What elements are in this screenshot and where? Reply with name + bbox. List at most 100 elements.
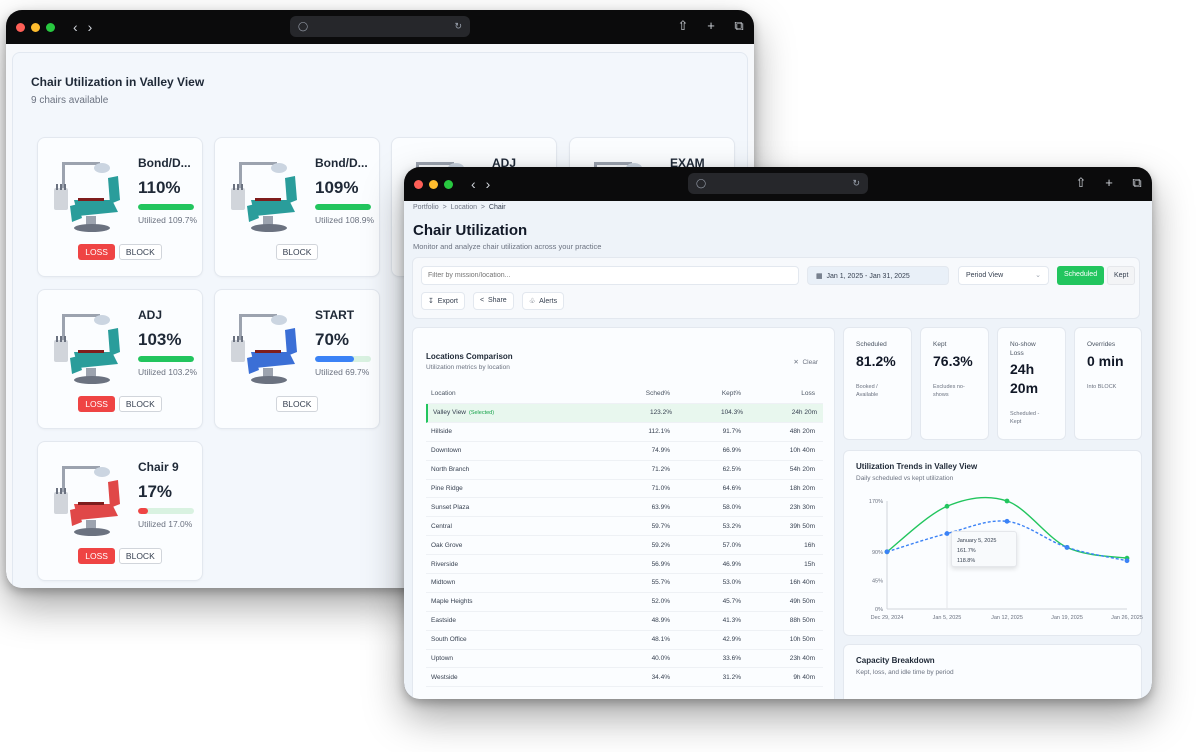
clear-button[interactable]: ✕ Clear: [793, 358, 818, 366]
period-view-select[interactable]: Period View ⌄: [958, 266, 1049, 285]
export-button[interactable]: ↧ Export: [421, 292, 465, 310]
block-button[interactable]: BLOCK: [118, 396, 162, 412]
cell-loss: 18h 20m: [789, 485, 815, 492]
tooltip-value-kept: 118.8%: [957, 558, 976, 564]
cell-location: Eastside: [426, 617, 606, 624]
address-bar[interactable]: ◯ ↻: [688, 173, 868, 194]
close-window-button[interactable]: [414, 179, 423, 189]
date-range-picker[interactable]: ▦ Jan 1, 2025 - Jan 31, 2025: [807, 266, 949, 285]
x-tick-label: Jan 26, 2025: [1111, 615, 1143, 621]
y-tick-label: 0%: [875, 607, 883, 613]
chair-card[interactable]: Bond/D... 109% Utilized 108.9% BLOCK: [214, 137, 380, 277]
col-header-sched[interactable]: Sched%: [645, 390, 670, 397]
cell-kept: 31.2%: [722, 673, 741, 681]
table-row[interactable]: Uptown 40.0% 33.6% 23h 40m: [426, 650, 823, 669]
tooltip-date: January 5, 2025: [957, 538, 997, 544]
block-button[interactable]: BLOCK: [275, 396, 319, 412]
window-controls: [414, 179, 453, 189]
col-header-loss[interactable]: Loss: [801, 390, 815, 397]
share-icon[interactable]: ⇧: [677, 18, 689, 33]
cell-loss: 16h 40m: [789, 579, 815, 587]
table-row[interactable]: Westside 34.4% 31.2% 9h 40m: [426, 668, 823, 688]
alerts-label: Alerts: [539, 298, 558, 305]
close-window-button[interactable]: [16, 22, 25, 32]
tabs-overview-icon[interactable]: ⧉: [1132, 175, 1142, 190]
minimize-window-button[interactable]: [429, 179, 438, 189]
table-row[interactable]: Riverside 56.9% 46.9% 15h: [426, 555, 823, 575]
new-tab-icon[interactable]: +: [707, 18, 715, 33]
new-tab-icon[interactable]: +: [1105, 175, 1113, 190]
table-row[interactable]: South Office 48.1% 42.9% 10h 50m: [426, 631, 823, 650]
utilization-trend-chart[interactable]: 0% 45% 90% 170% Dec 29, 2024 Jan 5, 2025 Jan 1…: [844, 489, 1143, 629]
zoom-window-button[interactable]: [444, 179, 453, 189]
mission-location-filter-input[interactable]: [421, 266, 799, 285]
forward-arrow-icon[interactable]: ›: [87, 19, 93, 35]
chair-card[interactable]: ADJ 103% Utilized 103.2% LOSS BLOCK: [37, 289, 203, 429]
breadcrumb-separator: >: [480, 204, 486, 211]
cell-location-name: Valley View: [433, 409, 466, 417]
back-arrow-icon[interactable]: ‹: [73, 19, 78, 35]
table-row[interactable]: Maple Heights 52.0% 45.7% 49h 50m: [426, 593, 823, 612]
y-tick-label: 45%: [872, 578, 883, 584]
block-button[interactable]: BLOCK: [118, 244, 162, 260]
cell-location: Hillside: [426, 428, 606, 435]
period-view-value: Period View: [966, 272, 1004, 279]
cell-kept: 53.2%: [722, 522, 741, 530]
table-row[interactable]: Central 59.7% 53.2% 39h 50m: [426, 517, 823, 537]
share-button[interactable]: < Share: [473, 292, 514, 310]
table-row[interactable]: Midtown 55.7% 53.0% 16h 40m: [426, 574, 823, 593]
table-row[interactable]: Valley View (Selected) 123.2% 104.3% 24h …: [426, 404, 823, 423]
cell-sched: 71.0%: [651, 485, 670, 492]
table-row[interactable]: Eastside 48.9% 41.3% 88h 50m: [426, 612, 823, 631]
chair-card[interactable]: Chair 9 17% Utilized 17.0% LOSS BLOCK: [37, 441, 203, 581]
block-button[interactable]: BLOCK: [275, 244, 319, 260]
alerts-button[interactable]: ♧ Alerts: [522, 292, 565, 310]
zoom-window-button[interactable]: [46, 22, 55, 32]
back-titlebar: ‹ › ◯ ↻ ⇧ + ⧉: [6, 10, 754, 44]
table-row[interactable]: Downtown 74.9% 66.9% 10h 40m: [426, 442, 823, 461]
locations-comparison-panel: Locations Comparison Utilization metrics…: [412, 327, 835, 699]
chair-card[interactable]: Bond/D... 110% Utilized 109.7% LOSS BLOC…: [37, 137, 203, 277]
breadcrumb-location[interactable]: Location: [450, 204, 478, 211]
table-row[interactable]: Pine Ridge 71.0% 64.6% 18h 20m: [426, 480, 823, 499]
loss-button[interactable]: LOSS: [78, 548, 115, 564]
table-row[interactable]: Sunset Plaza 63.9% 58.0% 23h 30m: [426, 498, 823, 518]
address-bar[interactable]: ◯ ↻: [290, 16, 470, 37]
minimize-window-button[interactable]: [31, 22, 40, 32]
tabs-overview-icon[interactable]: ⧉: [734, 18, 744, 33]
cell-location-name: Eastside: [431, 617, 456, 625]
table-row[interactable]: Hillside 112.1% 91.7% 48h 20m: [426, 423, 823, 442]
block-button[interactable]: BLOCK: [118, 548, 162, 564]
table-row[interactable]: Oak Grove 59.2% 57.0% 16h: [426, 536, 823, 556]
kpi-card: No-show Loss 24h 20m Scheduled - Kept: [997, 327, 1066, 440]
col-header-location[interactable]: Location: [431, 390, 456, 397]
forward-arrow-icon[interactable]: ›: [485, 176, 491, 192]
kpi-label: Scheduled: [856, 341, 887, 348]
breadcrumb-portfolio[interactable]: Portfolio: [413, 204, 439, 211]
back-arrow-icon[interactable]: ‹: [471, 176, 476, 192]
scheduled-toggle[interactable]: Scheduled: [1057, 266, 1105, 285]
cell-location: Valley View (Selected): [428, 409, 608, 416]
kpi-card: Kept 76.3% Excludes no-shows: [920, 327, 989, 440]
cell-sched: 55.7%: [651, 579, 670, 587]
dental-chair-image: [48, 154, 132, 238]
loss-button[interactable]: LOSS: [78, 244, 115, 260]
utilization-bar-fill: [138, 204, 194, 210]
reload-icon[interactable]: ↻: [852, 178, 860, 188]
chair-card[interactable]: START 70% Utilized 69.7% BLOCK: [214, 289, 380, 429]
chair-actions: BLOCK: [215, 396, 379, 412]
share-icon[interactable]: ⇧: [1075, 175, 1087, 190]
reload-icon[interactable]: ↻: [454, 21, 462, 31]
cell-sched: 63.9%: [651, 503, 670, 511]
loss-button[interactable]: LOSS: [78, 396, 115, 412]
x-tick-label: Jan 12, 2025: [991, 615, 1023, 621]
data-point: [1004, 498, 1010, 504]
kept-toggle[interactable]: Kept: [1107, 266, 1136, 285]
cell-location-name: Sunset Plaza: [431, 503, 470, 511]
table-row[interactable]: North Branch 71.2% 62.5% 54h 20m: [426, 461, 823, 480]
cell-location-name: North Branch: [431, 466, 470, 474]
cell-sched: 48.9%: [651, 617, 670, 625]
cell-loss: 15h: [804, 560, 815, 568]
col-header-kept[interactable]: Kept%: [721, 390, 741, 397]
calendar-icon: ▦: [816, 273, 823, 280]
